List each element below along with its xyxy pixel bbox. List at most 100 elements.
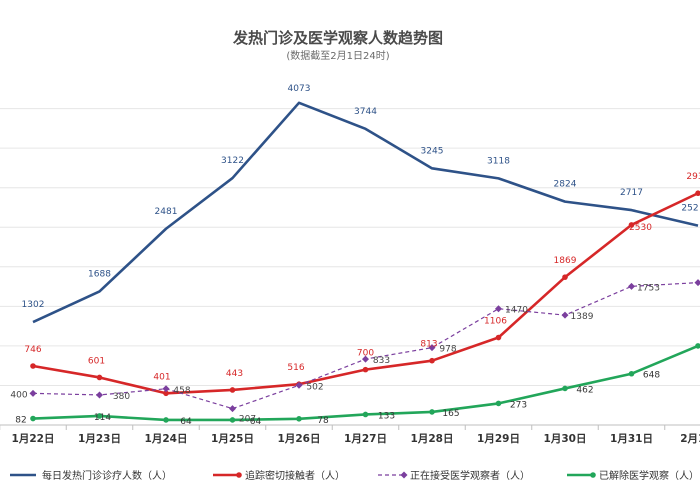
data-point [229,405,236,413]
data-label: 2824 [554,180,577,190]
legend-marker [236,472,242,478]
legend-label: 已解除医学观察（人） [599,469,699,482]
data-point [96,374,103,381]
data-point [295,381,303,389]
category-label: 1月24日 [145,433,188,445]
data-label: 64 [180,417,192,427]
data-point [495,305,502,313]
category-label: 1月27日 [344,433,387,445]
series-line [32,192,699,395]
data-label: 700 [357,349,374,359]
data-label: 3744 [354,107,377,117]
category-label: 1月31日 [610,433,653,445]
data-point [96,391,103,399]
data-label: 1753 [637,283,660,293]
data-label: 516 [287,363,304,373]
data-label: 502 [306,382,323,392]
legend-label: 正在接受医学观察者（人） [410,469,530,482]
data-label: 3122 [221,156,244,166]
data-point [495,400,502,407]
legend-label: 每日发热门诊诊疗人数（人） [42,469,172,482]
data-label: 462 [576,385,593,395]
category-label: 1月23日 [78,433,121,445]
data-label: 401 [153,372,170,382]
data-label: 133 [378,411,395,421]
data-label: 380 [113,392,130,402]
data-label: 458 [173,386,190,396]
data-point [628,282,635,290]
data-labels: 1302 1688 2481 3122 4073 3744 3245 3118 2824 2717… [10,84,700,427]
chart-title: 发热门诊及医学观察人数趋势图 [232,29,443,47]
chart-subtitle: (数据截至2月1日24时) [286,49,389,62]
category-label: 2月1日 [680,433,700,445]
data-label: 2481 [155,207,178,217]
category-labels: 1月22日 1月23日 1月24日 1月25日 1月26日 1月27日 1月28日 1月29日… [12,433,700,445]
data-label: 978 [439,345,456,355]
category-label: 1月22日 [12,433,55,445]
data-label: 2530 [629,223,652,233]
data-point [30,415,36,422]
data-point [429,409,435,415]
data-point [428,344,436,352]
legend-marker [590,472,596,478]
data-label: 78 [317,416,329,426]
data-point [163,417,169,423]
category-label: 1月29日 [477,433,520,445]
data-label: 207 [239,415,256,425]
data-point [694,279,700,287]
data-label: 64 [250,417,262,427]
data-label: 1688 [88,269,111,279]
data-label: 813 [420,340,437,350]
data-point [362,355,369,363]
category-label: 1月30日 [544,433,587,445]
data-label: 2717 [620,188,643,198]
grid-lines [0,108,700,386]
data-point [562,385,568,392]
data-point [628,222,635,228]
data-point [362,366,369,373]
data-label: 1106 [484,317,507,327]
legend-marker [400,471,408,479]
category-label: 1月28日 [411,433,454,445]
category-label: 1月26日 [278,433,321,445]
series-lines [29,101,700,423]
data-label: 1389 [571,312,594,322]
data-label: 648 [643,371,660,381]
data-label: 1470 [505,306,528,316]
data-point [163,390,169,397]
data-label: 3245 [421,146,444,156]
category-label: 1月25日 [211,433,254,445]
data-label: 114 [94,413,111,423]
data-label: 82 [15,416,26,426]
series-line [32,101,699,324]
data-label: 252 [681,204,698,214]
data-label: 3118 [487,156,510,166]
data-point [229,387,236,393]
data-point [562,274,568,280]
data-label: 273 [510,400,527,410]
data-label: 165 [442,409,459,419]
data-point [362,411,369,418]
data-label: 443 [226,369,243,379]
data-point [561,311,569,319]
data-point [628,370,635,377]
data-point [30,363,36,369]
data-label: 1302 [22,300,45,310]
data-point [695,343,700,349]
data-label: 601 [88,356,105,366]
x-axis-ticks [0,425,666,430]
data-label: 400 [10,390,27,400]
legend-label: 追踪密切接触者（人） [245,469,345,482]
data-point [162,385,170,393]
data-label: 293 [686,172,700,182]
data-label: 4073 [288,84,311,94]
data-point [495,334,502,341]
data-label: 833 [373,356,390,366]
data-point [695,190,700,197]
data-point [429,357,435,364]
data-point [229,417,236,423]
data-point [296,416,302,422]
data-label: 746 [24,345,41,355]
data-point [29,389,37,397]
